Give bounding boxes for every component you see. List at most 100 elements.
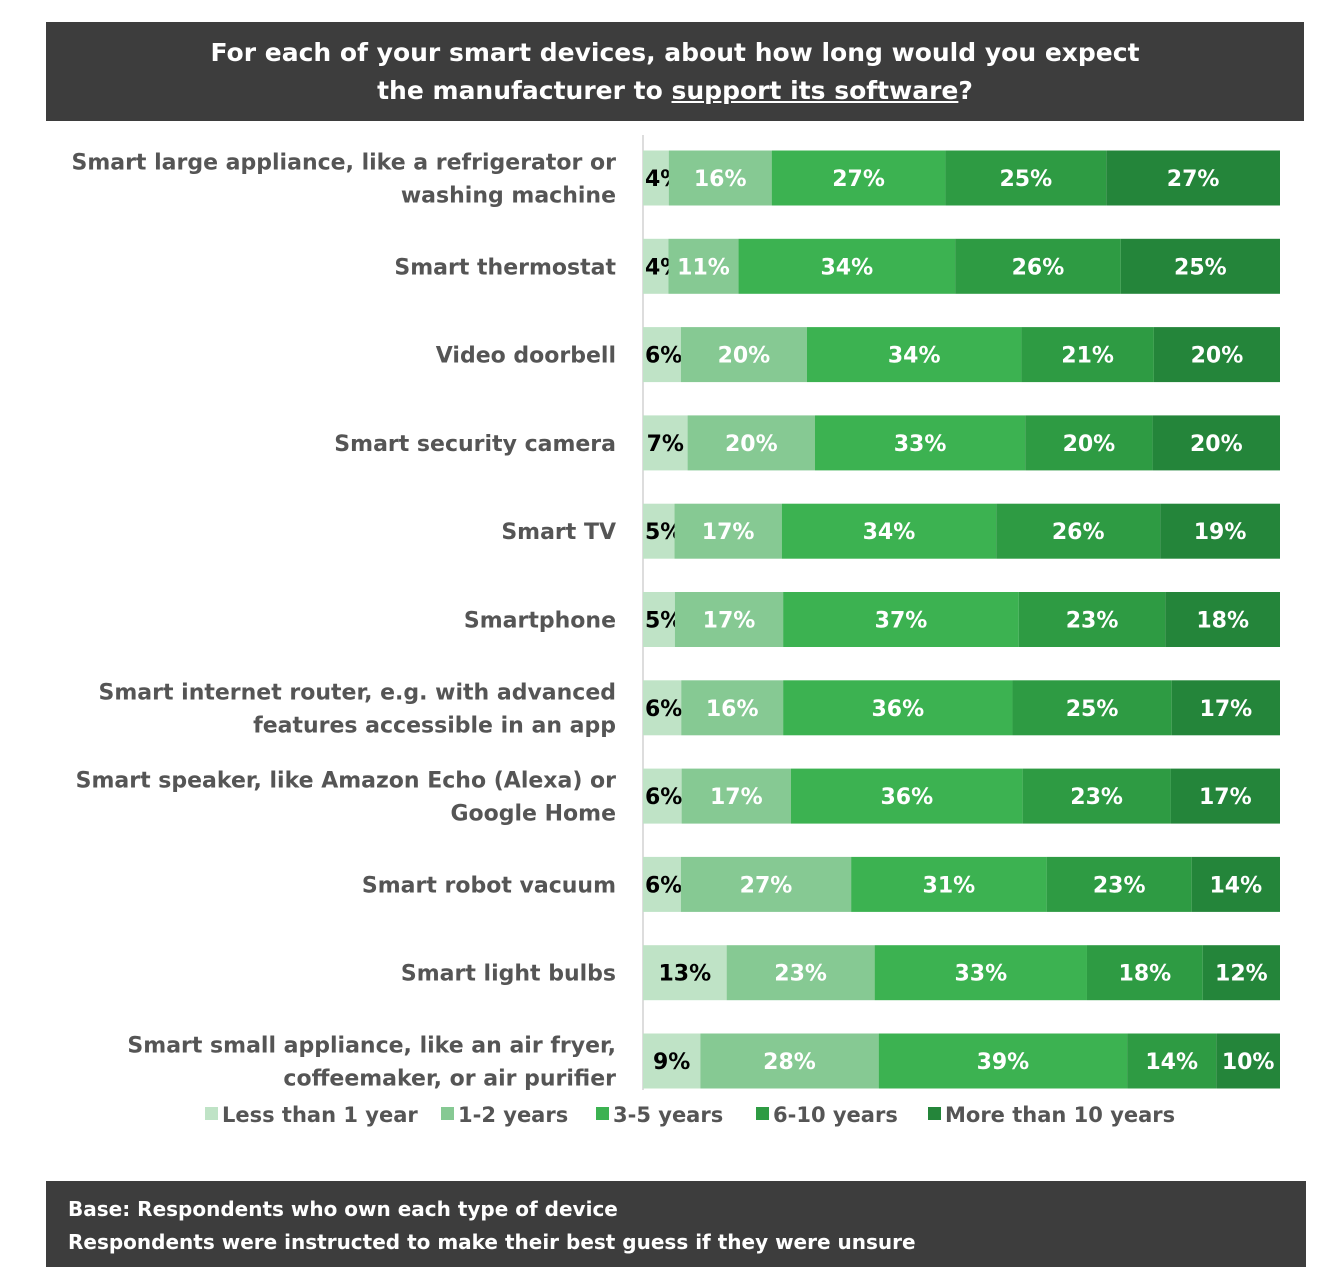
bar-segment [851, 856, 1047, 912]
data-label: 12% [1215, 962, 1268, 987]
data-label: 34% [863, 520, 916, 545]
data-label: 11% [677, 255, 730, 280]
bar-row: Video doorbell 6% 20% 34% 21% 20% [436, 327, 1280, 383]
legend-item: 6-10 years [756, 1103, 898, 1127]
bar-segment [687, 415, 815, 471]
category-label: Smart security camera [334, 432, 616, 457]
data-label: 18% [1119, 962, 1172, 987]
data-label: 16% [694, 167, 747, 192]
data-label: 9% [653, 1050, 690, 1075]
legend-label: 3-5 years [613, 1103, 723, 1127]
data-label: 27% [1167, 167, 1220, 192]
bar-row: Smart thermostat 4%11% 34% 26% 25% [394, 238, 1280, 294]
data-label: 23% [774, 962, 827, 987]
category-label: Smart thermostat [394, 255, 616, 280]
category-label: Smart small appliance, like an air fryer… [127, 1034, 616, 1059]
data-label: 37% [875, 609, 928, 634]
data-label: 17% [1200, 697, 1253, 722]
data-label: 36% [880, 785, 933, 810]
bar-segment [874, 945, 1087, 1001]
data-label: 14% [1145, 1050, 1198, 1075]
bar-segment [781, 503, 997, 559]
category-label: Smart TV [501, 520, 616, 545]
title-line-2-suffix: ? [958, 75, 973, 105]
data-label: 33% [954, 962, 1007, 987]
bar-segment [1106, 150, 1280, 206]
category-label: Smart light bulbs [401, 962, 616, 987]
data-label: 13% [658, 962, 711, 987]
data-label: 6% [645, 344, 682, 369]
bar-segment [726, 945, 875, 1001]
bar-row: Smart large appliance, like a refrigerat… [71, 150, 1280, 209]
data-label: 17% [710, 785, 763, 810]
bar-segment [790, 768, 1023, 824]
bar-segment [1025, 415, 1153, 471]
data-label: 23% [1066, 609, 1119, 634]
data-label: 17% [702, 520, 755, 545]
data-label: 18% [1196, 609, 1249, 634]
bar-segment [1160, 503, 1280, 559]
data-label: 34% [888, 344, 941, 369]
bar-segment [1018, 592, 1166, 647]
bar-row: Smart small appliance, like an air fryer… [127, 1033, 1280, 1092]
bar-segment [878, 1033, 1128, 1089]
category-label: Video doorbell [436, 344, 616, 369]
bar-row: Smart robot vacuum 6% 27% 31% 23% 14% [362, 856, 1280, 912]
data-label: 33% [894, 432, 947, 457]
bar-row: Smart speaker, like Amazon Echo (Alexa) … [76, 768, 1280, 827]
data-label: 39% [977, 1050, 1030, 1075]
category-label: Google Home [450, 802, 616, 827]
bar-segment [643, 768, 682, 824]
bar-segment [996, 503, 1161, 559]
data-label: 34% [821, 255, 874, 280]
legend-label: 6-10 years [773, 1103, 898, 1127]
data-label: 17% [703, 609, 756, 634]
bar-segment [1046, 856, 1192, 912]
bar-segment [1012, 680, 1172, 736]
bar-segment [680, 327, 807, 383]
data-label: 6% [645, 697, 682, 722]
title-line-2: the manufacturer to support its software… [377, 72, 973, 110]
data-label: 25% [1066, 697, 1119, 722]
legend-item: 1-2 years [441, 1103, 568, 1127]
title-line-2-prefix: the manufacturer to [377, 75, 672, 105]
bar-segment [955, 238, 1121, 294]
data-label: 23% [1093, 873, 1146, 898]
bar-segment [643, 503, 675, 559]
bar-segment [1022, 768, 1171, 824]
bar-segment [643, 856, 681, 912]
bar-row: Smart security camera 7% 20% 33% 20% 20% [334, 415, 1280, 471]
category-label: Smart speaker, like Amazon Echo (Alexa) … [76, 769, 616, 794]
bar-row: Smart light bulbs 13% 23% 33% 18% 12% [401, 945, 1280, 1001]
bar-segment [674, 503, 782, 559]
legend-label: Less than 1 year [222, 1103, 418, 1127]
data-label: 20% [725, 432, 778, 457]
bar-segment [681, 768, 791, 824]
data-label: 19% [1194, 520, 1247, 545]
data-label: 14% [1210, 873, 1263, 898]
footnote-instructions: Respondents were instructed to make thei… [68, 1230, 916, 1254]
footnote-base: Base: Respondents who own each type of d… [68, 1197, 618, 1221]
data-label: 26% [1052, 520, 1105, 545]
legend-swatch [596, 1107, 609, 1120]
bar-segment [1191, 856, 1280, 912]
bar-segment [680, 856, 852, 912]
bar-segment [643, 415, 688, 471]
bar-segment [681, 680, 784, 736]
bar-row: Smart TV 5% 17% 34% 26% 19% [501, 503, 1280, 559]
data-label: 20% [1190, 432, 1243, 457]
data-label: 20% [718, 344, 771, 369]
title-line-1: For each of your smart devices, about ho… [210, 37, 1140, 67]
data-label: 27% [832, 167, 885, 192]
bar-segment [945, 150, 1107, 206]
legend-swatch [756, 1107, 769, 1120]
bar-segment [1216, 1033, 1280, 1089]
data-label: 25% [1174, 255, 1227, 280]
legend-label: 1-2 years [458, 1103, 568, 1127]
bar-segment [738, 238, 956, 294]
bar-row: Smart internet router, e.g. with advance… [99, 680, 1280, 738]
data-label: 23% [1070, 785, 1123, 810]
data-label: 36% [871, 697, 924, 722]
bar-segment [643, 327, 681, 383]
